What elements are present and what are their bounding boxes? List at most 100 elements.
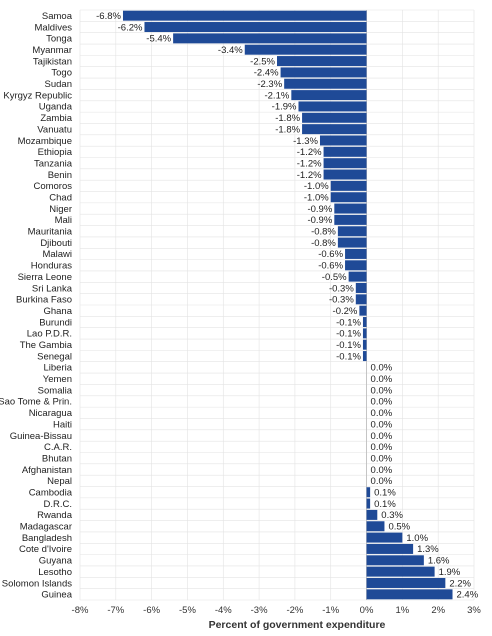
x-tick-label: -3%	[251, 605, 268, 616]
category-label: Sudan	[45, 79, 72, 90]
value-label: 1.6%	[428, 556, 450, 567]
bar	[366, 532, 403, 543]
bars	[122, 10, 453, 600]
value-label: -1.2%	[297, 147, 322, 158]
category-label: Cote d'Ivoire	[19, 544, 72, 555]
bar	[366, 487, 371, 498]
bar	[348, 271, 367, 282]
bar	[302, 124, 367, 135]
bar	[355, 294, 367, 305]
value-label: -0.9%	[307, 215, 332, 226]
category-label: Burkina Faso	[16, 295, 72, 306]
category-label: C.A.R.	[44, 442, 72, 453]
bar	[122, 10, 367, 21]
category-label: Maldives	[35, 22, 73, 33]
bar	[302, 112, 367, 123]
category-label: Bangladesh	[22, 533, 72, 544]
value-label: -5.4%	[146, 34, 171, 45]
value-label: -0.6%	[318, 261, 343, 272]
bar	[291, 90, 367, 101]
bar	[173, 33, 367, 44]
category-label: Sao Tome & Prin.	[0, 397, 72, 408]
value-label: 1.3%	[417, 544, 439, 555]
category-label: Guinea-Bissau	[10, 431, 72, 442]
category-label: Guinea	[41, 590, 72, 601]
x-tick-label: -7%	[107, 605, 124, 616]
value-label: 0.1%	[374, 499, 396, 510]
value-label: 0.0%	[371, 363, 393, 374]
x-tick-label: -2%	[286, 605, 303, 616]
bar	[334, 214, 367, 225]
value-label: -1.0%	[304, 181, 329, 192]
value-label: 1.0%	[406, 533, 428, 544]
bar	[330, 192, 367, 203]
bar	[362, 339, 367, 350]
bar	[366, 555, 424, 566]
category-label: Mozambique	[18, 136, 72, 147]
x-tick-label: -1%	[322, 605, 339, 616]
value-label: 2.4%	[457, 590, 479, 601]
value-label: 0.0%	[371, 476, 393, 487]
value-label: 0.0%	[371, 419, 393, 430]
category-label: Samoa	[42, 11, 73, 22]
category-label: Ethiopia	[38, 147, 73, 158]
bar	[337, 237, 367, 248]
bar	[298, 101, 367, 112]
bar	[366, 566, 435, 577]
category-label: Vanuatu	[37, 124, 72, 135]
value-label: -1.2%	[297, 158, 322, 169]
value-label: 0.0%	[371, 397, 393, 408]
category-label: Uganda	[39, 102, 73, 113]
category-label: Lao P.D.R.	[27, 329, 72, 340]
x-tick-label: 3%	[467, 605, 481, 616]
bar	[362, 328, 367, 339]
value-label: -1.9%	[272, 102, 297, 113]
value-label: -0.1%	[336, 329, 361, 340]
value-label: -0.6%	[318, 249, 343, 260]
value-label: -0.1%	[336, 340, 361, 351]
bar	[362, 317, 367, 328]
bar	[366, 509, 378, 520]
category-label: Togo	[51, 68, 72, 79]
category-label: Tonga	[46, 34, 73, 45]
bar	[345, 260, 367, 271]
value-label: -0.5%	[322, 272, 347, 283]
x-axis-title: Percent of government expenditure	[209, 619, 386, 631]
category-label: Kyrgyz Republic	[3, 90, 72, 101]
bar	[337, 226, 367, 237]
value-label: -0.8%	[311, 238, 336, 249]
category-label: Nepal	[47, 476, 72, 487]
value-label: -3.4%	[218, 45, 243, 56]
category-label: Mali	[55, 215, 72, 226]
bar	[366, 543, 414, 554]
value-label: -0.2%	[333, 306, 358, 317]
category-label: Afghanistan	[22, 465, 72, 476]
bar	[284, 78, 367, 89]
value-label: 0.3%	[381, 510, 403, 521]
category-label: Bhutan	[42, 453, 72, 464]
value-label: 0.0%	[371, 453, 393, 464]
value-label: -6.8%	[96, 11, 121, 22]
category-label: Zambia	[40, 113, 72, 124]
category-label: Benin	[48, 170, 72, 181]
value-label: -0.1%	[336, 351, 361, 362]
value-label: 0.0%	[371, 374, 393, 385]
category-label: Sierra Leone	[18, 272, 72, 283]
x-tick-label: 0%	[360, 605, 374, 616]
value-label: -2.3%	[257, 79, 282, 90]
value-label: -0.3%	[329, 295, 354, 306]
value-label: -2.4%	[254, 68, 279, 79]
bar	[323, 146, 367, 157]
value-label: 0.1%	[374, 488, 396, 499]
bar	[359, 305, 367, 316]
category-label: Sri Lanka	[32, 283, 73, 294]
value-label: -1.2%	[297, 170, 322, 181]
value-label: -0.1%	[336, 317, 361, 328]
value-label: 1.9%	[439, 567, 461, 578]
bar	[366, 498, 371, 509]
x-tick-label: 2%	[431, 605, 445, 616]
category-label: The Gambia	[20, 340, 73, 351]
value-label: -1.3%	[293, 136, 318, 147]
value-label: 0.5%	[388, 522, 410, 533]
